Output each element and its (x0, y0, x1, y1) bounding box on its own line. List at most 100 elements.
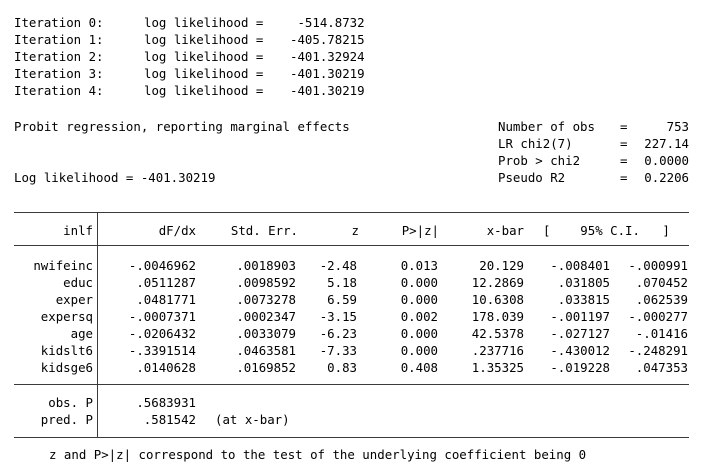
stat-value: 227.14 (644, 136, 689, 151)
row-ci-low: -.027127 (550, 326, 610, 341)
header-se: Std. Err. (230, 223, 298, 238)
stat-label: Prob > chi2 (498, 153, 581, 168)
iteration-label: Iteration 3: (14, 66, 104, 81)
row-ci-low: -.430012 (550, 343, 610, 358)
iteration-ll-value: -401.30219 (290, 66, 365, 81)
row-p: 0.000 (400, 275, 438, 290)
iteration-ll-label: log likelihood = (144, 66, 264, 81)
obs-p-label: obs. P (48, 395, 93, 410)
header-dfdx: dF/dx (158, 223, 196, 238)
iteration-label: Iteration 1: (14, 32, 104, 47)
row-var: age (70, 326, 93, 341)
iteration-label: Iteration 2: (14, 49, 104, 64)
header-z: z (351, 223, 359, 238)
row-ci-high: -.000991 (628, 258, 688, 273)
header-p: P>|z| (401, 223, 439, 238)
header-xbar: x-bar (486, 223, 524, 238)
row-ci-high: .062539 (635, 292, 688, 307)
log-likelihood: Log likelihood = -401.30219 (14, 170, 216, 185)
row-p: 0.000 (400, 343, 438, 358)
row-se: .0002347 (236, 309, 296, 324)
iteration-ll-label: log likelihood = (144, 49, 264, 64)
iteration-ll-value: -405.78215 (290, 32, 365, 47)
row-se: .0018903 (236, 258, 296, 273)
row-var: expersq (40, 309, 93, 324)
row-se: .0098592 (236, 275, 296, 290)
obs-p-value: .5683931 (136, 395, 196, 410)
row-z: 5.18 (327, 275, 357, 290)
row-ci-low: -.001197 (550, 309, 610, 324)
table-column-divider (97, 212, 98, 437)
stat-eq: = (620, 153, 628, 168)
row-dfdx: -.0206432 (128, 326, 196, 341)
row-dfdx: .0140628 (136, 360, 196, 375)
row-z: -3.15 (319, 309, 357, 324)
iteration-ll-value: -401.30219 (290, 83, 365, 98)
stat-value: 0.2206 (644, 170, 689, 185)
row-dfdx: -.0007371 (128, 309, 196, 324)
row-p: 0.002 (400, 309, 438, 324)
row-ci-low: -.019228 (550, 360, 610, 375)
stat-label: LR chi2(7) (498, 136, 573, 151)
iteration-label: Iteration 0: (14, 15, 104, 30)
stat-eq: = (620, 119, 628, 134)
header-ci: [ 95% C.I. ] (543, 223, 670, 238)
row-xbar: 1.35325 (471, 360, 524, 375)
row-var: educ (63, 275, 93, 290)
row-xbar: 42.5378 (471, 326, 524, 341)
table-header-rule (14, 245, 689, 246)
pred-p-value: .581542 (143, 412, 196, 427)
row-ci-high: -.000277 (628, 309, 688, 324)
row-z: 6.59 (327, 292, 357, 307)
pred-p-label: pred. P (40, 412, 93, 427)
row-ci-low: .031805 (557, 275, 610, 290)
row-var: kidsge6 (40, 360, 93, 375)
footnote: z and P>|z| correspond to the test of th… (49, 447, 587, 462)
iteration-ll-label: log likelihood = (144, 83, 264, 98)
table-bottom-rule (14, 437, 689, 438)
row-xbar: .237716 (471, 343, 524, 358)
row-p: 0.000 (400, 292, 438, 307)
stat-value: 0.0000 (644, 153, 689, 168)
pred-p-note: (at x-bar) (215, 412, 290, 427)
table-top-rule (14, 212, 689, 213)
row-p: 0.013 (400, 258, 438, 273)
row-p: 0.408 (400, 360, 438, 375)
row-ci-high: .047353 (635, 360, 688, 375)
row-se: .0463581 (236, 343, 296, 358)
row-se: .0169852 (236, 360, 296, 375)
row-z: -2.48 (319, 258, 357, 273)
row-z: -7.33 (319, 343, 357, 358)
row-dfdx: -.0046962 (128, 258, 196, 273)
stat-value: 753 (666, 119, 689, 134)
row-ci-low: .033815 (557, 292, 610, 307)
row-ci-low: -.008401 (550, 258, 610, 273)
row-p: 0.000 (400, 326, 438, 341)
stat-label: Number of obs (498, 119, 595, 134)
header-var: inlf (63, 223, 93, 238)
iteration-ll-label: log likelihood = (144, 15, 264, 30)
row-ci-high: -.01416 (635, 326, 688, 341)
stat-label: Pseudo R2 (498, 170, 566, 185)
row-z: 0.83 (327, 360, 357, 375)
row-var: nwifeinc (33, 258, 93, 273)
row-dfdx: .0511287 (136, 275, 196, 290)
iteration-ll-label: log likelihood = (144, 32, 264, 47)
row-se: .0073278 (236, 292, 296, 307)
row-xbar: 12.2869 (471, 275, 524, 290)
row-var: exper (55, 292, 93, 307)
row-se: .0033079 (236, 326, 296, 341)
row-dfdx: .0481771 (136, 292, 196, 307)
table-body-rule (14, 384, 689, 385)
iteration-ll-value: -401.32924 (290, 49, 365, 64)
row-xbar: 10.6308 (471, 292, 524, 307)
model-title: Probit regression, reporting marginal ef… (14, 119, 350, 134)
iteration-label: Iteration 4: (14, 83, 104, 98)
row-ci-high: -.248291 (628, 343, 688, 358)
row-z: -6.23 (319, 326, 357, 341)
row-var: kidslt6 (40, 343, 93, 358)
row-xbar: 20.129 (479, 258, 524, 273)
row-dfdx: -.3391514 (128, 343, 196, 358)
row-ci-high: .070452 (635, 275, 688, 290)
stat-eq: = (620, 170, 628, 185)
